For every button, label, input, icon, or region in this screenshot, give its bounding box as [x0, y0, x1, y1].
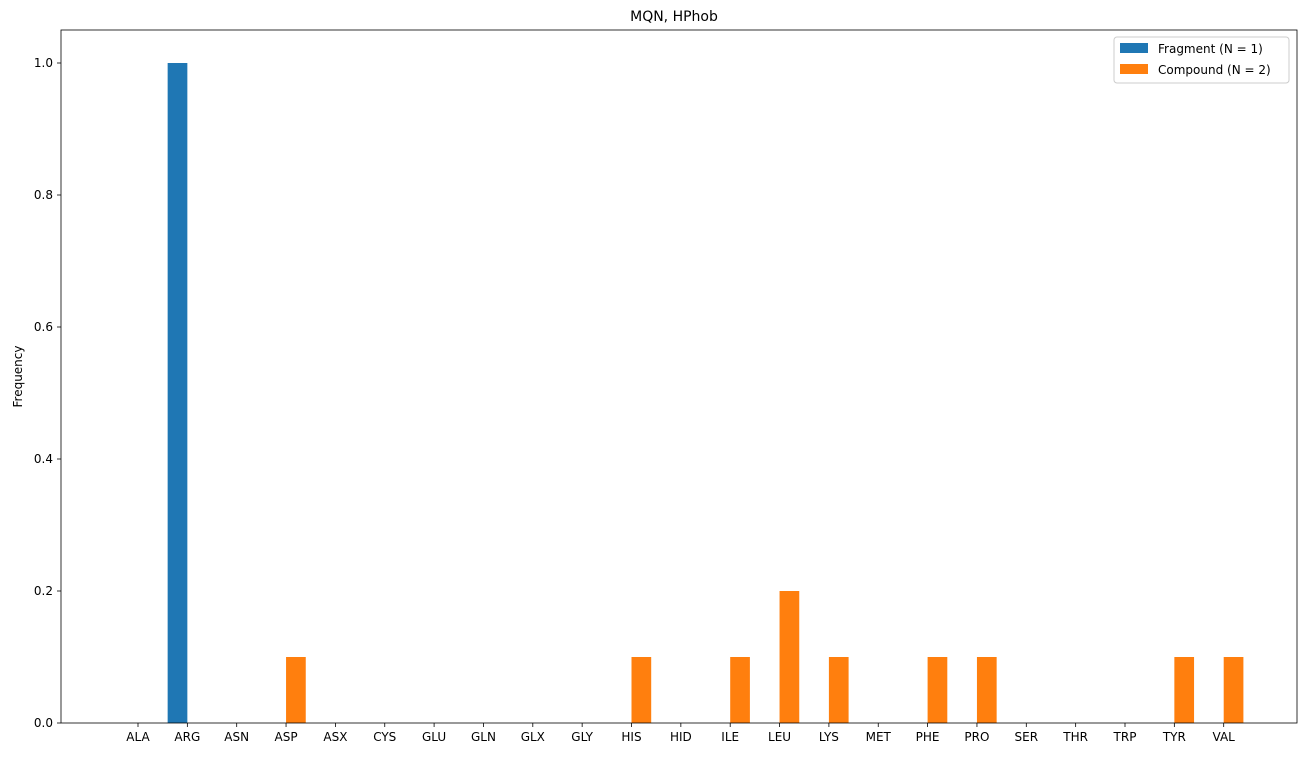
x-tick-label-glu: GLU — [422, 730, 446, 744]
x-tick-label-ala: ALA — [126, 730, 150, 744]
x-tick-label-leu: LEU — [768, 730, 791, 744]
x-tick-label-gln: GLN — [471, 730, 496, 744]
bar-compound-val — [1223, 657, 1244, 723]
x-tick-label-lys: LYS — [819, 730, 839, 744]
y-tick-label-2: 0.4 — [34, 452, 53, 466]
bar-fragment-arg — [167, 63, 188, 723]
x-tick-label-gly: GLY — [571, 730, 593, 744]
x-tick-label-ile: ILE — [721, 730, 739, 744]
axes-layer: ALA ARG ASN ASP ASX CYS GLU GLN GLX GLY HIS HID ILE L… — [34, 29, 1298, 744]
bar-compound-lys — [828, 657, 849, 723]
x-tick-label-tyr: TYR — [1162, 730, 1186, 744]
y-tick-label-3: 0.6 — [34, 320, 53, 334]
bar-compound-ile — [730, 657, 750, 723]
legend-label-0: Fragment (N = 1) — [1158, 42, 1263, 56]
y-tick-label-1: 0.2 — [34, 584, 53, 598]
x-tick-label-arg: ARG — [174, 730, 200, 744]
y-axis-label: Frequency — [11, 346, 25, 408]
x-tick-label-asp: ASP — [275, 730, 298, 744]
bar-compound-leu — [779, 591, 800, 723]
bar-compound-tyr — [1174, 657, 1195, 723]
bars-layer — [167, 63, 1244, 723]
legend-label-1: Compound (N = 2) — [1158, 63, 1271, 77]
legend-swatch-0 — [1120, 43, 1148, 53]
x-tick-label-his: HIS — [621, 730, 641, 744]
x-tick-label-hid: HID — [670, 730, 692, 744]
x-tick-label-ser: SER — [1015, 730, 1039, 744]
legend: Fragment (N = 1) Compound (N = 2) — [1113, 36, 1290, 84]
x-tick-label-met: MET — [866, 730, 892, 744]
bar-compound-asp — [286, 657, 306, 723]
x-tick-label-pro: PRO — [964, 730, 989, 744]
x-tick-label-cys: CYS — [373, 730, 396, 744]
x-tick-label-trp: TRP — [1113, 730, 1137, 744]
legend-box — [1113, 36, 1290, 84]
chart-title: MQN, HPhob — [630, 9, 718, 25]
plot-frame — [60, 29, 1298, 724]
legend-swatch-1 — [1120, 64, 1148, 74]
bar-compound-phe — [927, 657, 948, 723]
y-tick-label-4: 0.8 — [34, 188, 53, 202]
x-tick-label-val: VAL — [1213, 730, 1236, 744]
bar-compound-pro — [976, 657, 997, 723]
x-tick-label-phe: PHE — [916, 730, 940, 744]
x-tick-label-thr: THR — [1062, 730, 1088, 744]
bar-compound-his — [631, 657, 652, 723]
x-tick-label-asx: ASX — [323, 730, 347, 744]
x-tick-label-glx: GLX — [521, 730, 545, 744]
y-tick-label-0: 0.0 — [34, 716, 53, 730]
x-tick-label-asn: ASN — [224, 730, 249, 744]
y-tick-label-5: 1.0 — [34, 56, 53, 70]
